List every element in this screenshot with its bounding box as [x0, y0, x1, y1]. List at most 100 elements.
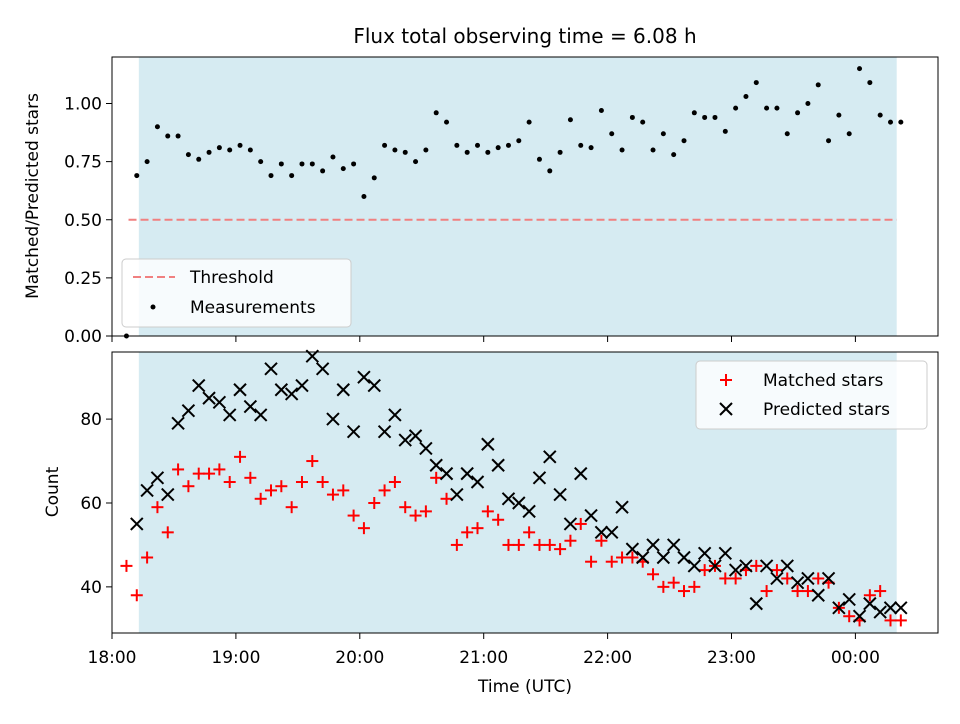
matched-star-marker [244, 471, 257, 484]
predicted-star-marker [584, 508, 598, 523]
measurement-point [340, 166, 346, 172]
predicted-star-stroke-b [749, 596, 763, 611]
predicted-star-marker [832, 601, 846, 615]
top-plot-frame [111, 56, 939, 337]
predicted-star-stroke-b [171, 416, 185, 431]
measurement-point [278, 161, 284, 167]
bottom-y-tick-label: 60 [80, 494, 102, 514]
predicted-star-marker [450, 487, 464, 502]
measurement-point [299, 161, 305, 167]
predicted-star-stroke-b [192, 378, 206, 393]
predicted-star-marker [388, 408, 402, 422]
measurement-point [722, 128, 728, 134]
top-panel: 0.00 0.25 0.50 0.75 1.00 Matched/Predicted s… [23, 56, 939, 347]
matched-star-marker [533, 538, 546, 551]
predicted-star-stroke-b [780, 559, 794, 573]
predicted-star-stroke-b [243, 399, 258, 414]
legend-measurements-label: Measurements [190, 298, 316, 318]
measurement-point [857, 66, 863, 72]
measurement-point [464, 149, 470, 155]
measurement-point [361, 194, 367, 199]
measurement-point [826, 138, 832, 144]
matched-star-marker [130, 589, 143, 602]
measurement-point [671, 152, 677, 158]
predicted-star-marker [274, 383, 289, 397]
predicted-star-stroke-b [470, 475, 485, 489]
top-y-tick-label: 1.00 [64, 95, 102, 115]
top-y-tick-label: 0.00 [64, 327, 102, 347]
measurement-point [485, 149, 491, 155]
measurement-point [702, 114, 708, 120]
predicted-star-stroke-b [697, 546, 712, 561]
predicted-star-marker [852, 609, 867, 623]
predicted-star-marker [532, 471, 547, 485]
measurement-point [351, 161, 357, 167]
matched-star-marker [657, 580, 670, 593]
predicted-star-marker [615, 500, 629, 514]
top-y-ticks: 0.00 0.25 0.50 0.75 1.00 [64, 95, 112, 347]
measurement-point [505, 142, 511, 148]
predicted-star-stroke-b [388, 408, 402, 422]
predicted-star-marker [377, 424, 392, 439]
predicted-star-stroke-b [398, 433, 412, 447]
matched-star-marker [605, 555, 618, 568]
predicted-star-stroke-b [687, 559, 702, 573]
matched-star-marker [585, 555, 598, 568]
matched-star-marker [502, 538, 515, 551]
predicted-star-marker [770, 571, 784, 586]
predicted-star-stroke-b [522, 504, 536, 519]
predicted-star-stroke-b [233, 383, 247, 397]
predicted-star-marker [656, 550, 671, 565]
predicted-star-stroke-b [202, 391, 216, 405]
predicted-star-stroke-b [563, 517, 578, 531]
measurement-point [764, 105, 770, 111]
matched-star-marker [182, 480, 195, 493]
predicted-star-stroke-b [666, 538, 681, 552]
matched-star-marker [770, 564, 783, 577]
predicted-star-marker [326, 412, 340, 426]
predicted-star-marker [801, 571, 815, 586]
matched-star-marker [368, 496, 381, 509]
predicted-star-stroke-b [708, 559, 722, 573]
predicted-star-marker [491, 458, 505, 472]
predicted-star-marker [357, 370, 371, 384]
predicted-star-stroke-b [821, 571, 836, 586]
measurement-point [681, 138, 687, 144]
matched-star-marker [234, 450, 247, 463]
measurement-point [753, 80, 759, 86]
bottom-y-axis-label: Count [43, 466, 63, 517]
predicted-star-stroke-b [439, 466, 454, 481]
matched-star-marker [667, 576, 680, 589]
predicted-star-stroke-b [677, 550, 691, 565]
measurement-point [392, 147, 398, 153]
bottom-legend: Matched stars Predicted stars [695, 360, 928, 430]
predicted-star-marker [481, 437, 495, 451]
matched-star-marker [450, 538, 463, 551]
measurement-point [784, 131, 790, 137]
predicted-star-marker [790, 575, 805, 590]
x-tick-label: 19:00 [211, 648, 260, 668]
predicted-star-marker [346, 424, 361, 439]
matched-star-marker [161, 526, 174, 539]
measurement-point [815, 82, 821, 88]
predicted-star-markers [130, 349, 908, 623]
matched-star-marker [357, 522, 370, 535]
predicted-star-marker [439, 466, 454, 481]
predicted-star-stroke-b [594, 525, 609, 540]
bottom-y-ticks: 40 60 80 [80, 410, 112, 598]
predicted-star-marker [759, 559, 774, 573]
matched-star-marker [688, 580, 701, 593]
matched-star-marker [337, 484, 350, 497]
x-tick-label: 20:00 [335, 648, 384, 668]
predicted-star-marker [460, 466, 474, 481]
x-axis-label: Time (UTC) [477, 677, 572, 697]
predicted-star-marker [821, 571, 836, 586]
matched-star-marker [729, 572, 742, 585]
x-tick-label: 00:00 [831, 648, 880, 668]
predicted-star-stroke-b [481, 437, 495, 451]
matched-star-marker [141, 551, 154, 564]
predicted-star-marker [625, 542, 640, 556]
matched-star-marker [172, 463, 185, 476]
x-tick-label: 21:00 [459, 648, 508, 668]
predicted-star-marker [233, 383, 247, 397]
